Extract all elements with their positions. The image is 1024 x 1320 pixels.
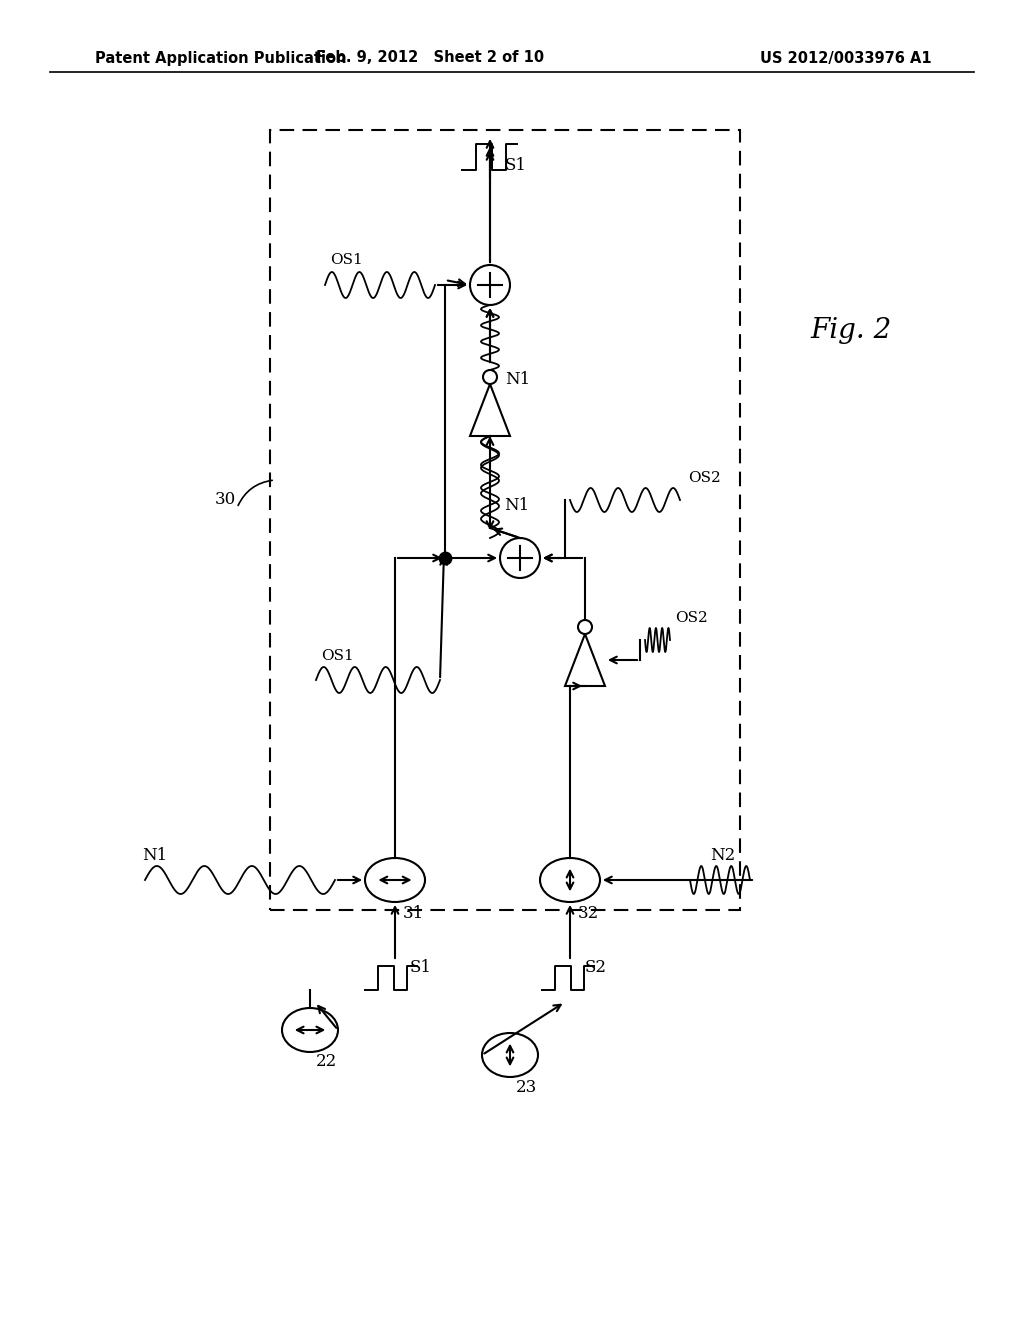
Text: N2: N2 xyxy=(710,846,735,863)
Text: OS1: OS1 xyxy=(321,649,353,663)
Text: Fig. 2: Fig. 2 xyxy=(810,317,891,343)
Text: 31: 31 xyxy=(403,904,424,921)
Text: N1: N1 xyxy=(504,496,529,513)
Text: 32: 32 xyxy=(578,904,599,921)
Text: N1: N1 xyxy=(505,371,530,388)
Text: Feb. 9, 2012   Sheet 2 of 10: Feb. 9, 2012 Sheet 2 of 10 xyxy=(316,50,544,66)
Text: OS2: OS2 xyxy=(675,611,708,624)
Text: S1: S1 xyxy=(505,157,527,174)
Text: Patent Application Publication: Patent Application Publication xyxy=(95,50,346,66)
Text: 23: 23 xyxy=(516,1078,538,1096)
Text: S1: S1 xyxy=(410,960,432,977)
Text: N1: N1 xyxy=(142,846,167,863)
Text: US 2012/0033976 A1: US 2012/0033976 A1 xyxy=(760,50,932,66)
Text: OS1: OS1 xyxy=(330,253,362,267)
Text: S2: S2 xyxy=(585,960,607,977)
Bar xyxy=(270,129,740,909)
Text: 22: 22 xyxy=(316,1053,337,1071)
Text: OS2: OS2 xyxy=(688,471,721,484)
Text: 30: 30 xyxy=(214,491,236,508)
